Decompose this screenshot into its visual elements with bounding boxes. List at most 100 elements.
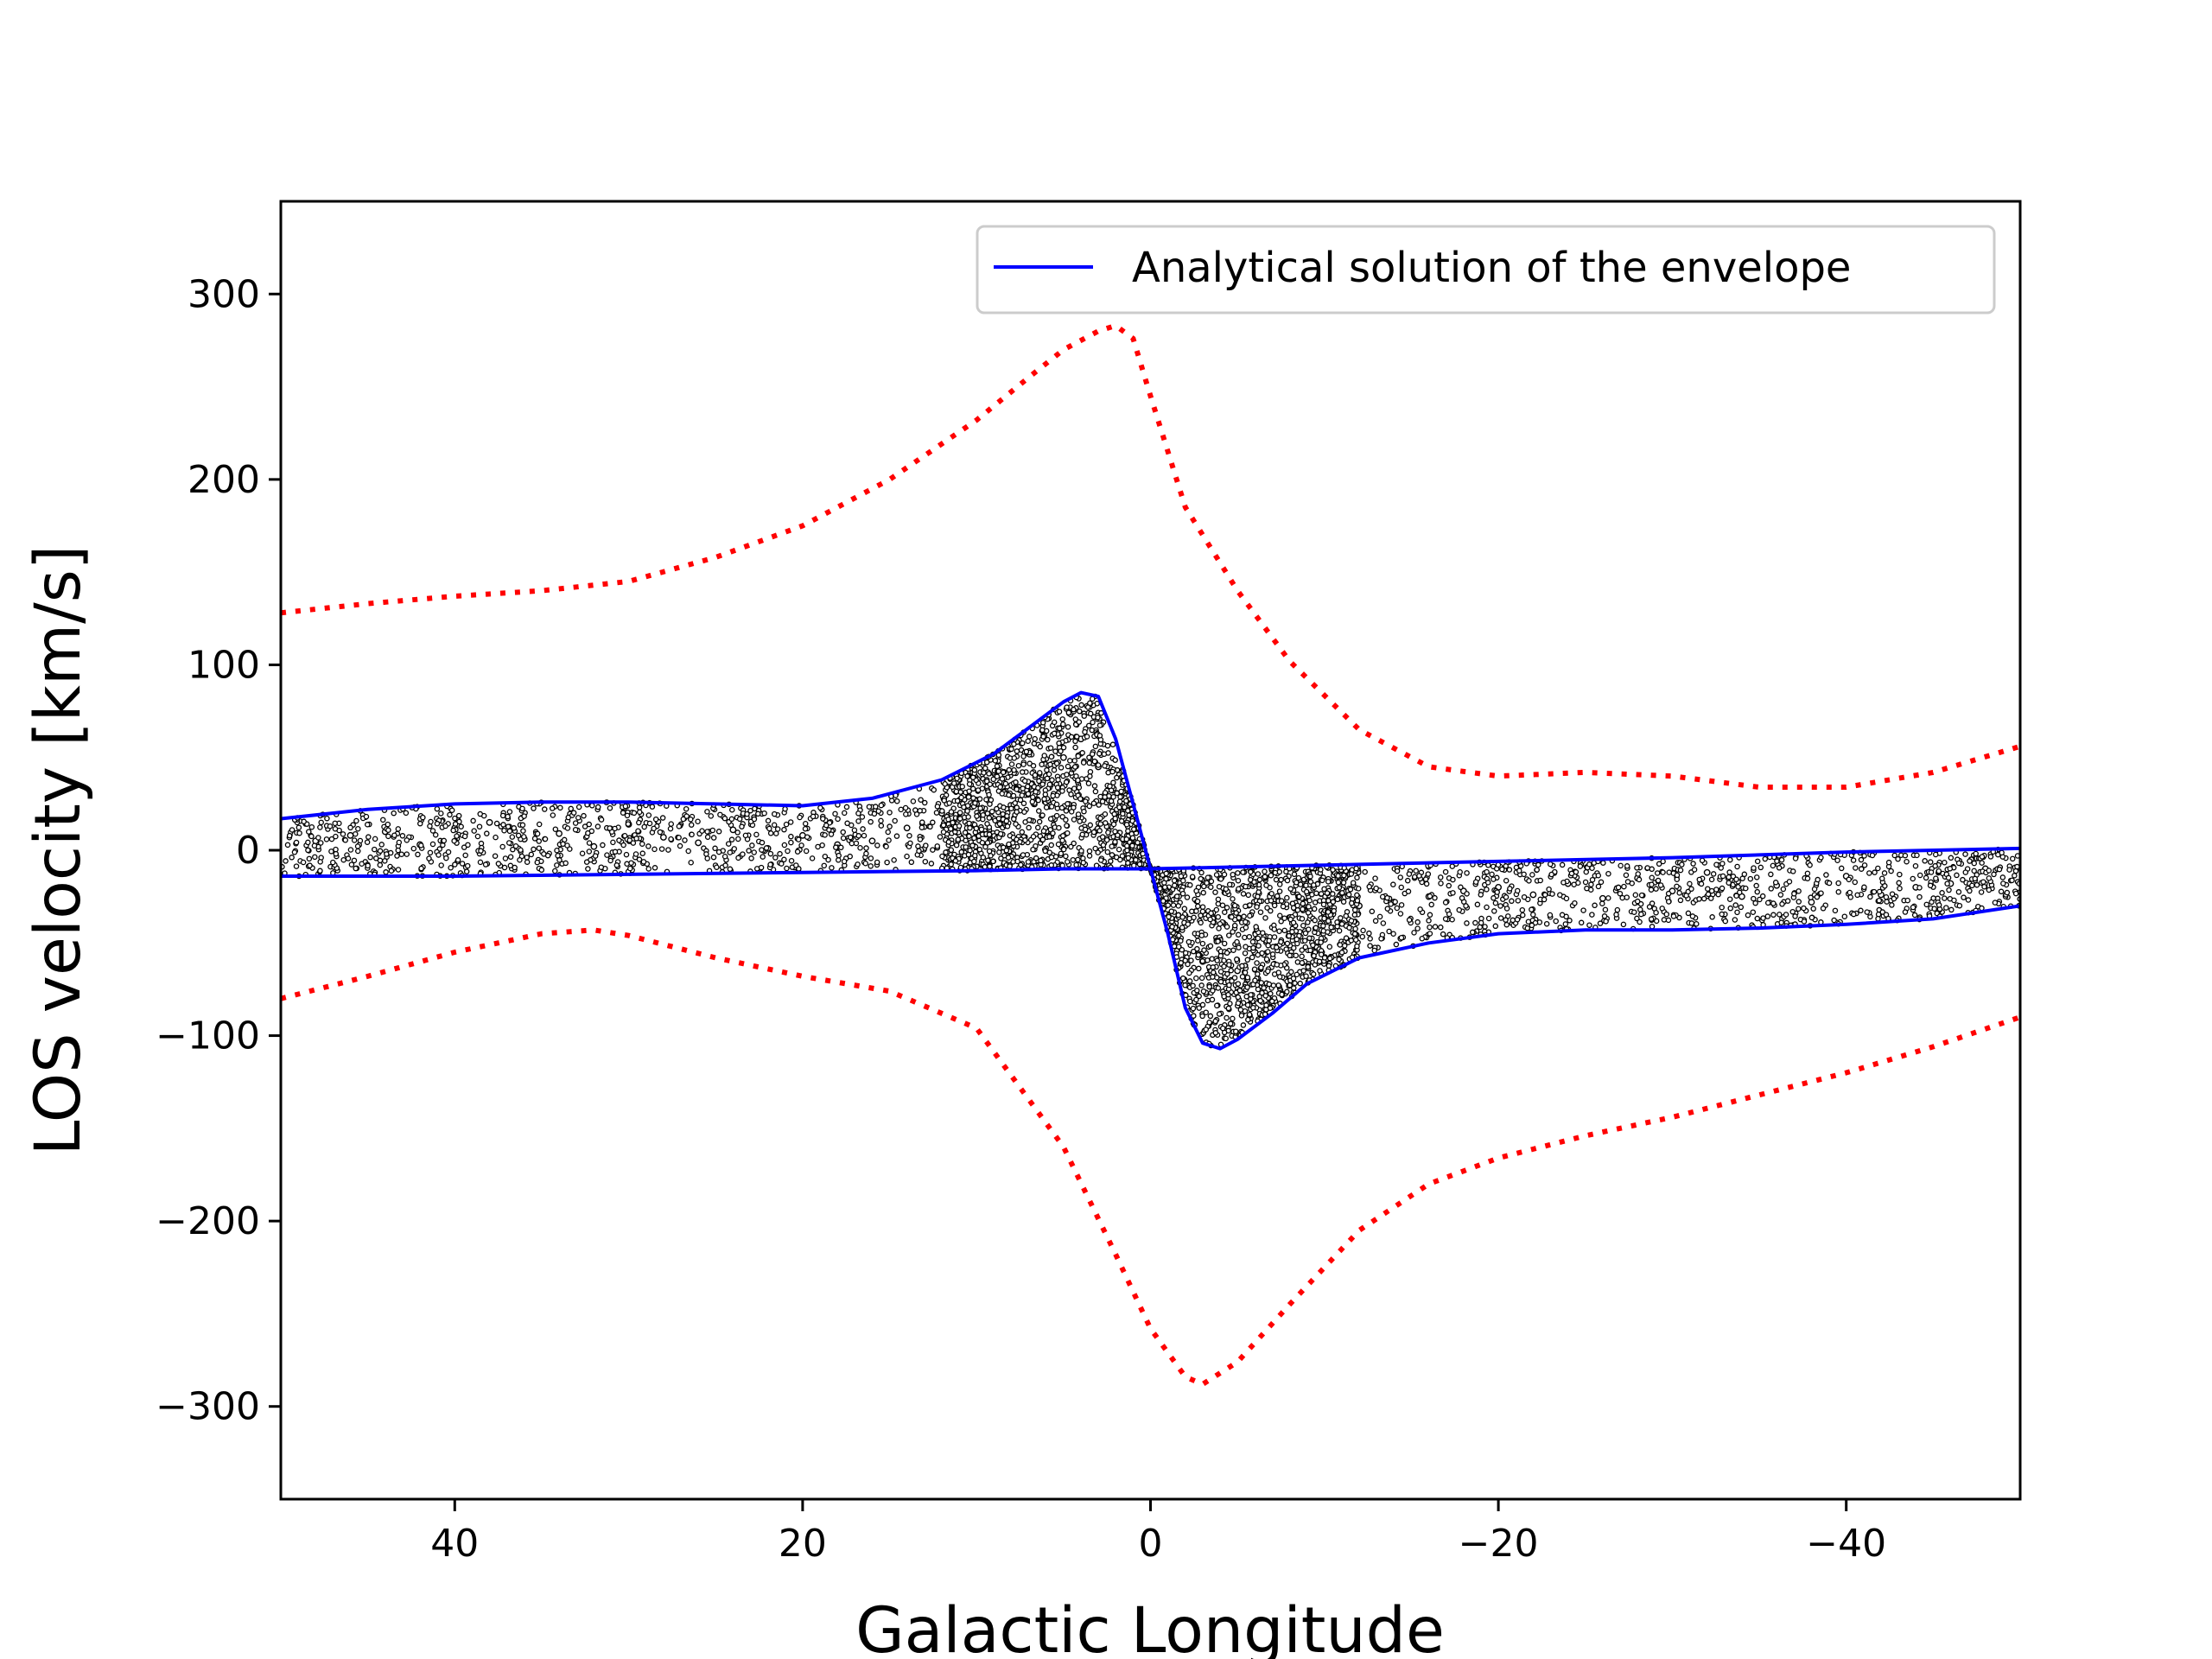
particle-point: [836, 852, 842, 859]
particle-point: [1030, 763, 1037, 769]
particle-point: [1244, 974, 1251, 981]
particle-point: [903, 824, 911, 832]
particle-point: [613, 862, 620, 868]
particle-point: [1406, 871, 1413, 877]
particle-point: [940, 822, 947, 829]
particle-point: [704, 834, 711, 840]
particle-point: [1618, 862, 1624, 869]
particle-point: [1258, 964, 1264, 971]
particle-point: [1807, 861, 1813, 868]
particle-point: [1047, 816, 1054, 822]
particle-point: [1778, 919, 1784, 925]
particle-point: [1178, 960, 1184, 966]
particle-point: [1386, 928, 1392, 935]
particle-point: [915, 843, 921, 849]
particle-point: [1201, 883, 1207, 890]
particle-point: [1059, 753, 1067, 761]
particle-point: [1560, 880, 1567, 886]
particle-point: [1103, 836, 1110, 843]
particle-point: [1198, 875, 1204, 882]
particle-point: [1051, 730, 1058, 737]
particle-point: [1321, 886, 1327, 893]
particle-point: [1217, 978, 1224, 985]
y-tick-label: 100: [188, 643, 260, 687]
particle-point: [1086, 760, 1093, 766]
particle-point: [1325, 963, 1332, 969]
particle-point: [1231, 922, 1238, 929]
particle-point: [1063, 779, 1070, 785]
particle-point: [284, 842, 291, 849]
particle-point: [1603, 918, 1609, 925]
particle-point: [1336, 957, 1342, 963]
particle-point: [1068, 734, 1075, 741]
particle-point: [1734, 909, 1740, 916]
particle-point: [1225, 1005, 1232, 1012]
particle-point: [1416, 873, 1422, 879]
particle-point: [1297, 980, 1303, 987]
particle-point: [1353, 865, 1359, 872]
particle-point: [1221, 993, 1227, 1000]
particle-point: [1427, 924, 1433, 931]
particle-point: [1112, 839, 1118, 845]
particle-point: [1248, 868, 1254, 875]
particle-point: [438, 810, 444, 817]
particle-point: [1102, 790, 1109, 796]
particle-point: [328, 836, 335, 842]
particle-point: [1235, 877, 1242, 884]
particle-point: [766, 825, 772, 832]
particle-point: [1635, 871, 1641, 877]
particle-point: [382, 858, 388, 864]
particle-point: [1194, 945, 1200, 952]
particle-point: [1059, 837, 1065, 843]
particle-point: [1634, 915, 1640, 922]
particle-point: [1268, 990, 1274, 997]
particle-point: [847, 834, 854, 841]
particle-point: [863, 850, 869, 857]
particle-point: [507, 854, 514, 860]
particle-point: [541, 806, 548, 812]
particle-point: [788, 833, 794, 840]
particle-point: [957, 810, 963, 816]
particle-point: [586, 840, 593, 846]
particle-point: [878, 802, 885, 809]
particle-point: [1768, 886, 1775, 892]
particle-point: [1246, 1012, 1253, 1018]
particle-point: [709, 827, 716, 834]
particle-point: [1427, 893, 1433, 899]
particle-point: [1349, 899, 1355, 906]
particle-point: [639, 850, 645, 856]
particle-point: [1503, 877, 1510, 884]
particle-point: [640, 859, 647, 865]
particle-point: [1257, 909, 1264, 915]
particle-point: [1337, 942, 1344, 948]
particle-point: [1530, 912, 1536, 918]
particle-point: [492, 853, 499, 859]
particle-point: [1079, 831, 1085, 838]
particle-point: [1230, 947, 1236, 953]
particle-point: [355, 825, 361, 832]
particle-point: [1284, 988, 1290, 995]
particle-point: [1014, 786, 1020, 792]
particle-point: [1179, 975, 1186, 982]
particle-point: [1055, 777, 1061, 783]
particle-point: [1053, 812, 1060, 819]
particle-point: [962, 830, 969, 836]
particle-point: [1524, 925, 1531, 931]
particle-point: [1216, 1011, 1223, 1017]
particle-point: [760, 854, 766, 860]
particle-point: [1698, 880, 1705, 887]
particle-point: [871, 810, 878, 817]
particle-point: [1663, 911, 1670, 918]
particle-point: [428, 818, 434, 825]
particle-point: [622, 803, 629, 810]
particle-point: [636, 819, 642, 826]
particle-point: [1388, 901, 1394, 907]
particle-point: [815, 843, 821, 850]
particle-point: [1942, 859, 1948, 866]
particle-point: [1688, 886, 1694, 893]
particle-point: [1371, 947, 1377, 954]
particle-point: [1020, 753, 1027, 760]
particle-point: [1883, 893, 1890, 900]
particle-point: [987, 781, 994, 787]
particle-point: [391, 810, 397, 817]
